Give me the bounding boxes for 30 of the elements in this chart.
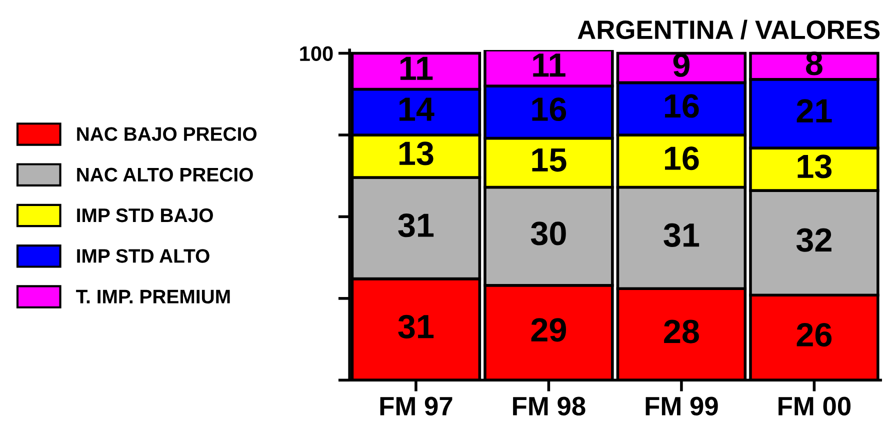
legend-label: IMP STD ALTO — [77, 249, 210, 263]
legend-label: T. IMP. PREMIUM — [76, 290, 230, 304]
data-label: 13 — [400, 142, 434, 166]
data-label: 30 — [530, 222, 566, 246]
data-label: 11 — [400, 56, 433, 80]
data-label: 15 — [532, 148, 566, 172]
data-label: 31 — [664, 223, 700, 247]
data-label: 9 — [673, 53, 690, 77]
x-tick-label: FM 98 — [513, 396, 586, 416]
data-label: 16 — [665, 94, 699, 118]
data-label: 16 — [665, 146, 699, 170]
data-label: 21 — [796, 99, 832, 122]
data-label: 11 — [533, 54, 566, 77]
x-tick-label: FM 99 — [646, 396, 718, 416]
data-label: 31 — [398, 213, 434, 238]
x-tick-label: FM 00 — [778, 396, 851, 416]
data-label: 32 — [796, 228, 832, 252]
x-tick-label: FM 97 — [380, 396, 452, 416]
y-tick-label: 100 — [300, 46, 333, 62]
data-label: 14 — [400, 98, 434, 121]
data-label: 28 — [664, 320, 699, 344]
legend-label: NAC ALTO PRECIO — [77, 168, 253, 182]
chart-title: ARGENTINA / VALORES — [578, 20, 880, 40]
legend-label: NAC BAJO PRECIO — [77, 127, 257, 141]
data-label: 29 — [531, 318, 566, 342]
legend-label: IMP STD BAJO — [77, 208, 213, 222]
data-label: 26 — [796, 322, 832, 347]
data-label: 16 — [532, 97, 566, 122]
data-label: 13 — [798, 154, 832, 178]
data-label: 31 — [398, 314, 434, 338]
